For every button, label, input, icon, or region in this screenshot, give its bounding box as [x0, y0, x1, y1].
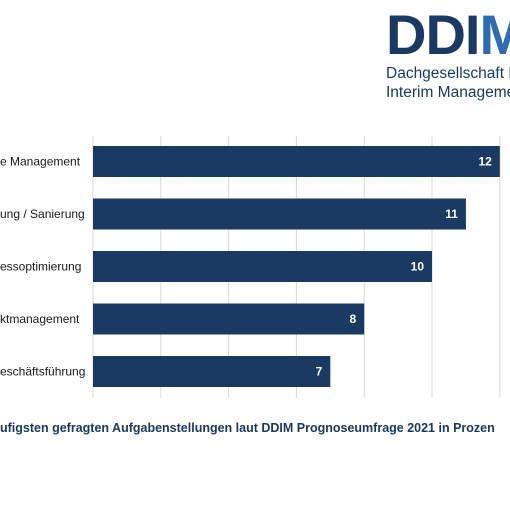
logo-tagline-line1: Dachgesellschaft D: [386, 65, 510, 82]
bar: [93, 198, 466, 230]
category-label: ktmanagement: [0, 312, 80, 326]
chart-bars: [93, 146, 500, 387]
bar: [93, 356, 331, 387]
bar: [93, 251, 433, 282]
ddim-logo: DDIM Dachgesellschaft D Interim Manageme: [386, 10, 510, 106]
bar: [93, 303, 365, 335]
category-label: e Management: [0, 155, 81, 169]
logo-mark-text: DDIM: [386, 10, 510, 58]
bar: [93, 146, 500, 177]
value-label: 10: [411, 260, 425, 274]
category-label: essoptimierung: [0, 260, 81, 274]
logo-tagline-line2: Interim Manageme: [386, 84, 510, 101]
chart-value-labels: 12 11 10 8 7: [316, 155, 493, 379]
value-label: 8: [350, 312, 357, 326]
category-label: eschäftsführung: [0, 365, 85, 379]
chart-category-labels: e Management ung / Sanierung essoptimierun…: [0, 155, 85, 379]
chart-caption: ufigsten gefragten Aufgabenstellungen la…: [0, 421, 495, 435]
category-label: ung / Sanierung: [0, 207, 85, 221]
ddim-logo-mark: DDIM: [386, 10, 510, 58]
bar-chart: e Management ung / Sanierung essoptimierun…: [0, 136, 501, 398]
value-label: 11: [445, 207, 458, 221]
value-label: 7: [316, 365, 323, 379]
value-label: 12: [478, 155, 492, 169]
